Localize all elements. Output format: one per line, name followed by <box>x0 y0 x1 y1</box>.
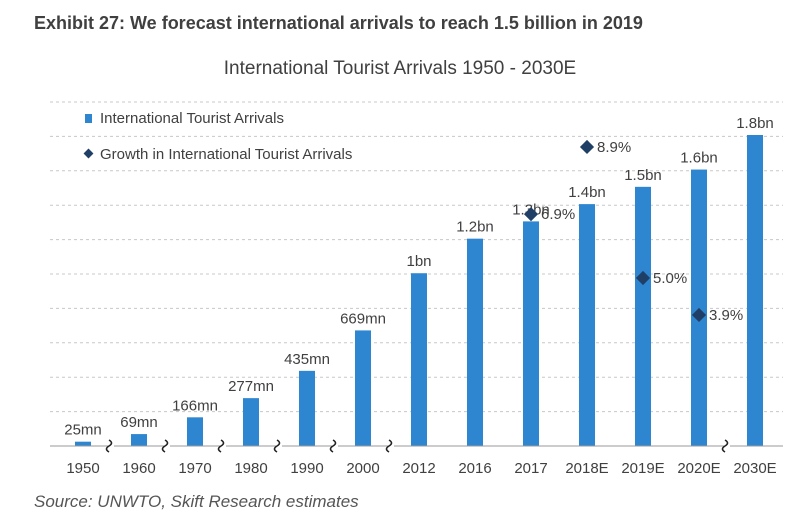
bar-label-2030E: 1.8bn <box>736 115 774 132</box>
x-tick-1970: 1970 <box>178 460 211 477</box>
axis-break-mark <box>217 439 225 453</box>
axis-break-gap <box>164 438 170 454</box>
bar-label-2012: 1bn <box>406 253 431 270</box>
legend-bar-label: International Tourist Arrivals <box>100 110 284 127</box>
exhibit-title: Exhibit 27: We forecast international ar… <box>34 13 643 33</box>
x-tick-1950: 1950 <box>66 460 99 477</box>
axis-break-mark <box>329 439 337 453</box>
axis-break-gap <box>220 438 226 454</box>
x-axis <box>50 438 783 454</box>
x-tick-1980: 1980 <box>234 460 267 477</box>
x-tick-1990: 1990 <box>290 460 323 477</box>
bar-1990 <box>299 370 315 446</box>
axis-break-mark <box>105 439 113 453</box>
x-tick-2018E: 2018E <box>565 460 608 477</box>
bar-1950 <box>75 441 91 446</box>
x-tick-2017: 2017 <box>514 460 547 477</box>
bar-2017 <box>523 221 539 446</box>
axis-break-gap <box>332 438 338 454</box>
growth-marker-2019E <box>635 270 651 286</box>
x-tick-2016: 2016 <box>458 460 491 477</box>
axis-break-mark <box>273 439 281 453</box>
legend-bar-swatch <box>85 114 92 123</box>
bar-label-1960: 69mn <box>120 414 158 431</box>
axis-break-mark <box>721 439 729 453</box>
source-note: Source: UNWTO, Skift Research estimates <box>34 492 359 511</box>
axis-break-mark <box>385 439 393 453</box>
bar-label-2020E: 1.6bn <box>680 150 718 167</box>
bar-label-1980: 277mn <box>228 378 274 395</box>
growth-label-2018E: 8.9% <box>597 139 631 156</box>
bar-label-1950: 25mn <box>64 422 102 439</box>
bar-2030E <box>747 135 763 446</box>
x-tick-1960: 1960 <box>122 460 155 477</box>
x-tick-labels: 1950 1960 1970 1980 1990 2000 2012 2016 2017 2018… <box>66 460 776 477</box>
bar-label-2018E: 1.4bn <box>568 184 606 201</box>
growth-label-2019E: 5.0% <box>653 270 687 287</box>
legend: International Tourist Arrivals Growth in… <box>83 110 352 163</box>
growth-marker-2018E <box>579 139 595 155</box>
bar-label-1990: 435mn <box>284 351 330 368</box>
bar-label-1970: 166mn <box>172 397 218 414</box>
bar-2016 <box>467 238 483 446</box>
chart-title: International Tourist Arrivals 1950 - 20… <box>223 58 577 79</box>
growth-marker-2020E <box>691 307 707 323</box>
growth-markers: 6.9% 8.9% 5.0% 3.9% <box>523 139 743 324</box>
bar-2020E <box>691 169 707 447</box>
x-tick-2012: 2012 <box>402 460 435 477</box>
growth-label-2017: 6.9% <box>541 206 575 223</box>
bar-label-2019E: 1.5bn <box>624 167 662 184</box>
axis-break-gap <box>724 438 730 454</box>
bar-2019E <box>635 186 651 447</box>
x-tick-2030E: 2030E <box>733 460 776 477</box>
growth-label-2020E: 3.9% <box>709 307 743 324</box>
legend-marker-swatch <box>83 148 94 159</box>
bar-2012 <box>411 273 427 446</box>
axis-break-gap <box>108 438 114 454</box>
bars: 25mn69mn166mn277mn435mn669mn1bn1.2bn1.3b… <box>64 115 774 447</box>
axis-break-mark <box>161 439 169 453</box>
x-tick-2019E: 2019E <box>621 460 664 477</box>
growth-marker-2017 <box>523 207 539 222</box>
x-tick-2000: 2000 <box>346 460 379 477</box>
bar-1970 <box>187 417 203 446</box>
axis-break-gap <box>388 438 394 454</box>
bar-1980 <box>243 398 259 446</box>
bar-2000 <box>355 330 371 446</box>
bar-label-2000: 669mn <box>340 310 386 327</box>
bar-1960 <box>131 434 147 446</box>
axis-break-gap <box>276 438 282 454</box>
bar-2018E <box>579 204 595 446</box>
x-tick-2020E: 2020E <box>677 460 720 477</box>
bar-label-2016: 1.2bn <box>456 219 494 236</box>
legend-marker-label: Growth in International Tourist Arrivals <box>100 146 352 163</box>
